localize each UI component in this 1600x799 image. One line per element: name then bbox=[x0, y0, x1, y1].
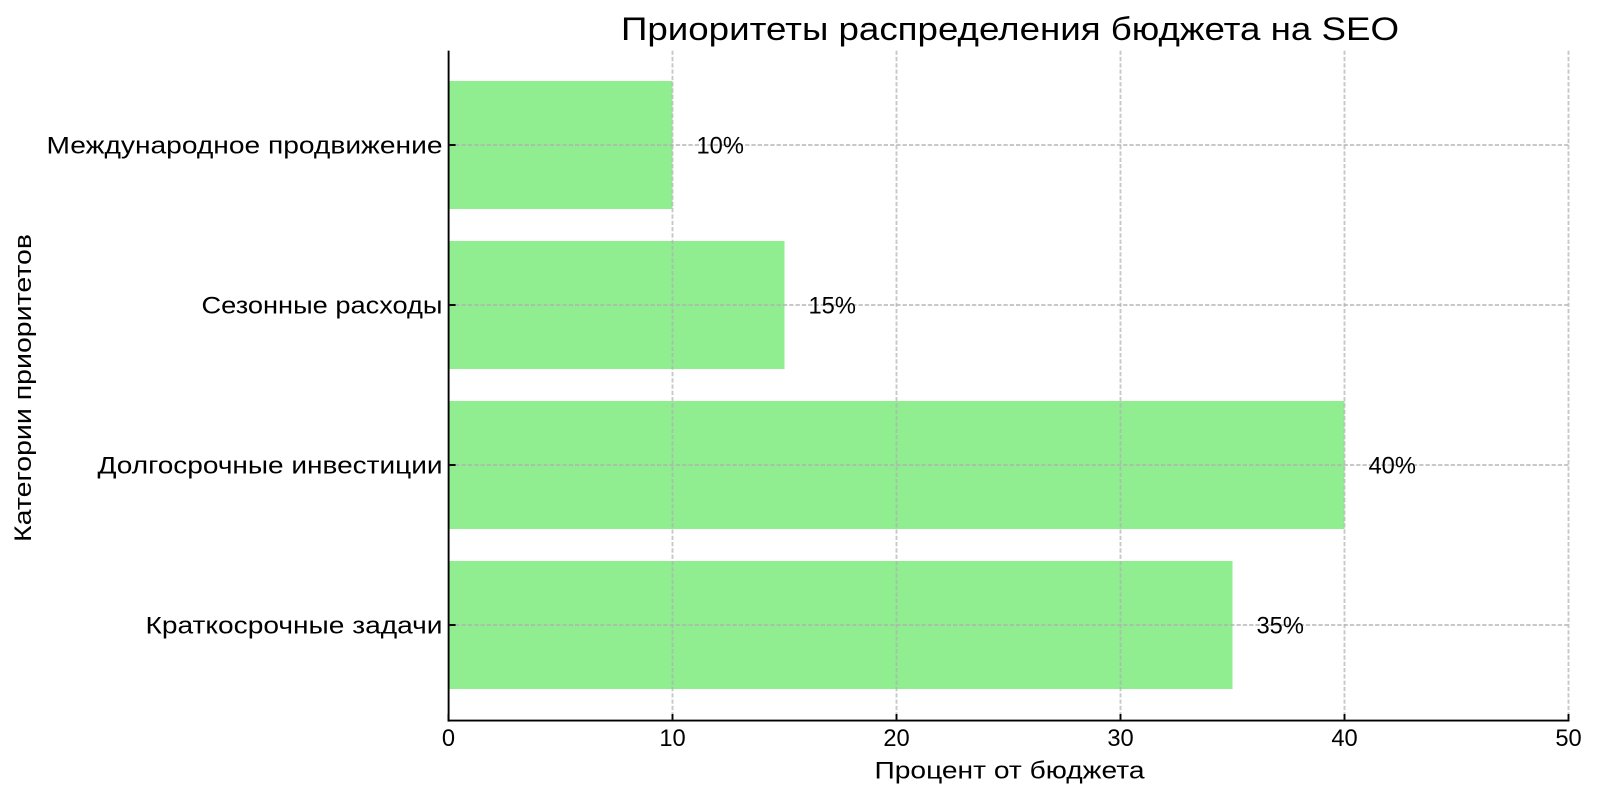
svg-text:Краткосрочные задачи: Краткосрочные задачи bbox=[146, 613, 443, 639]
svg-text:35%: 35% bbox=[1257, 613, 1304, 639]
svg-text:40: 40 bbox=[1331, 726, 1357, 752]
svg-text:Сезонные расходы: Сезонные расходы bbox=[202, 293, 443, 319]
svg-text:10%: 10% bbox=[697, 133, 744, 159]
svg-text:15%: 15% bbox=[809, 293, 856, 319]
svg-text:0: 0 bbox=[442, 726, 455, 752]
svg-text:Приоритеты распределения бюдже: Приоритеты распределения бюджета на SEO bbox=[621, 11, 1399, 47]
svg-text:20: 20 bbox=[883, 726, 909, 752]
svg-text:10: 10 bbox=[659, 726, 685, 752]
svg-text:40%: 40% bbox=[1369, 453, 1416, 479]
svg-text:Международное продвижение: Международное продвижение bbox=[47, 133, 443, 159]
svg-text:50: 50 bbox=[1555, 726, 1581, 752]
svg-text:Процент от бюджета: Процент от бюджета bbox=[875, 759, 1146, 785]
svg-text:Долгосрочные инвестиции: Долгосрочные инвестиции bbox=[98, 453, 443, 479]
svg-text:Категории приоритетов: Категории приоритетов bbox=[11, 234, 37, 542]
svg-text:30: 30 bbox=[1107, 726, 1133, 752]
